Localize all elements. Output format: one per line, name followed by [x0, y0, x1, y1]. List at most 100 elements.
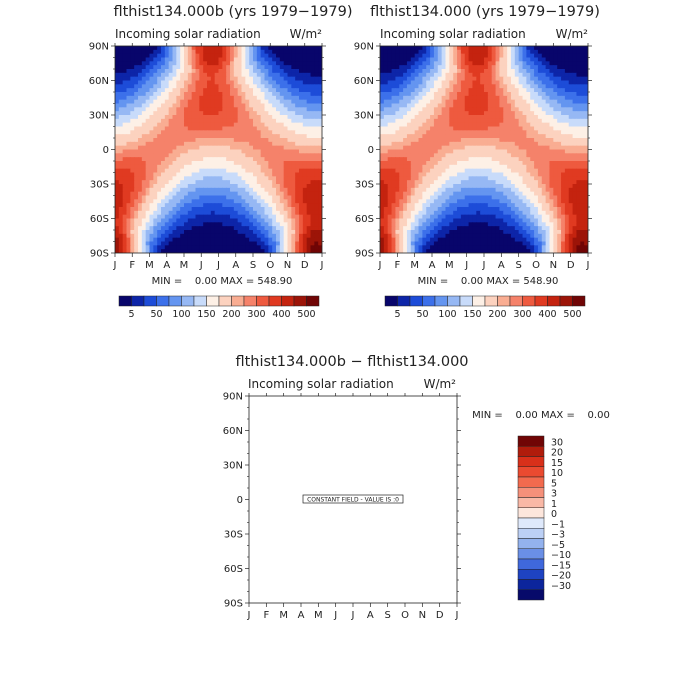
field-cell — [279, 187, 285, 193]
field-cell — [299, 184, 304, 189]
field-cell — [187, 130, 193, 135]
field-cell — [391, 103, 397, 108]
field-cell — [310, 226, 315, 231]
field-cell — [199, 57, 204, 62]
field-cell — [507, 53, 512, 59]
field-cell — [541, 111, 547, 116]
field-cell — [391, 176, 397, 181]
field-cell — [214, 233, 220, 239]
field-cell — [433, 92, 439, 97]
field-cell — [584, 164, 588, 170]
field-cell — [310, 92, 315, 97]
field-cell — [306, 95, 312, 101]
field-cell — [164, 138, 170, 143]
field-cell — [287, 84, 292, 89]
field-cell — [522, 149, 527, 154]
field-cell — [561, 134, 566, 139]
field-cell — [153, 130, 158, 135]
field-cell — [534, 84, 539, 89]
field-cell — [306, 168, 312, 174]
field-cell — [387, 145, 393, 151]
field-cell — [122, 195, 128, 200]
field-cell — [272, 138, 277, 143]
field-cell — [115, 57, 120, 62]
field-cell — [207, 199, 212, 204]
field-cell — [302, 141, 308, 147]
field-cell — [568, 46, 574, 51]
field-cell — [403, 57, 408, 62]
field-cell — [433, 95, 439, 101]
field-cell — [283, 157, 289, 162]
field-cell — [214, 161, 220, 166]
field-cell — [418, 107, 423, 112]
field-cell — [191, 141, 197, 147]
field-cell — [264, 49, 269, 55]
field-cell — [457, 134, 462, 139]
field-cell — [299, 237, 304, 243]
field-cell — [180, 161, 185, 166]
field-cell — [426, 168, 431, 174]
field-cell — [149, 222, 154, 227]
field-cell — [272, 46, 277, 51]
field-cell — [507, 172, 512, 177]
field-cell — [237, 76, 243, 82]
field-cell — [276, 176, 281, 181]
field-cell — [430, 126, 435, 131]
field-cell — [426, 72, 431, 78]
field-cell — [237, 84, 243, 89]
field-cell — [568, 153, 574, 158]
field-cell — [126, 157, 131, 162]
field-cell — [260, 99, 266, 105]
field-cell — [149, 149, 154, 154]
field-cell — [403, 134, 408, 139]
field-cell — [276, 180, 281, 185]
field-cell — [564, 76, 570, 82]
field-cell — [195, 195, 200, 200]
field-cell — [426, 103, 431, 108]
field-cell — [256, 203, 262, 208]
field-cell — [553, 141, 558, 147]
field-cell — [276, 214, 281, 220]
field-cell — [584, 145, 588, 151]
field-cell — [499, 111, 504, 116]
field-cell — [561, 157, 566, 162]
field-cell — [253, 130, 258, 135]
field-cell — [437, 122, 443, 128]
field-cell — [430, 92, 435, 97]
field-cell — [422, 172, 427, 177]
field-cell — [172, 153, 177, 158]
field-cell — [549, 115, 554, 120]
field-cell — [157, 92, 162, 97]
field-cell — [510, 164, 516, 170]
field-cell — [584, 92, 588, 97]
field-cell — [122, 107, 128, 112]
field-cell — [576, 103, 581, 108]
field-cell — [226, 157, 231, 162]
field-cell — [564, 172, 570, 177]
field-cell — [302, 118, 308, 124]
field-cell — [253, 138, 258, 143]
field-cell — [126, 145, 131, 151]
field-cell — [149, 207, 154, 212]
field-cell — [433, 141, 439, 147]
panel-b-subtitle: Incoming solar radiation — [380, 27, 526, 41]
field-cell — [130, 245, 135, 250]
field-cell — [318, 138, 322, 143]
field-cell — [457, 180, 462, 185]
field-cell — [153, 203, 158, 208]
field-cell — [122, 76, 128, 82]
field-cell — [122, 249, 128, 253]
field-cell — [557, 168, 562, 174]
field-cell — [410, 57, 416, 62]
field-cell — [134, 245, 139, 250]
field-cell — [153, 210, 158, 216]
field-cell — [268, 226, 273, 231]
field-cell — [318, 168, 322, 174]
field-cell — [191, 76, 197, 82]
field-cell — [157, 226, 162, 231]
field-cell — [291, 61, 296, 66]
field-cell — [460, 168, 466, 174]
field-cell — [464, 88, 470, 93]
field-cell — [568, 122, 574, 128]
field-cell — [161, 103, 166, 108]
